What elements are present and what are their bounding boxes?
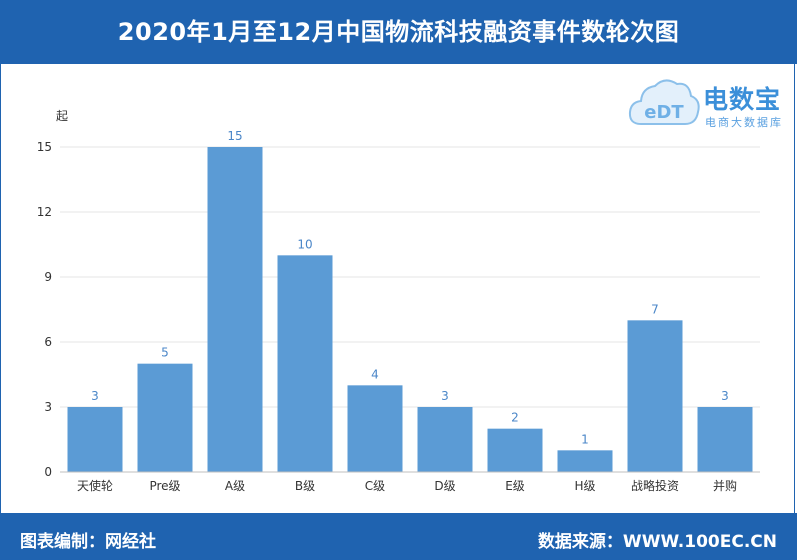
x-tick-label: 并购 <box>713 478 737 493</box>
data-label: 4 <box>371 367 379 381</box>
logo-mark: eDT <box>644 102 684 123</box>
footer-source-editor: 图表编制：网经社 <box>20 532 156 552</box>
data-label: 1 <box>581 432 589 446</box>
data-label: 3 <box>721 389 729 403</box>
data-label: 3 <box>91 389 99 403</box>
bar-B级 <box>277 255 333 472</box>
y-tick-label: 0 <box>44 465 52 479</box>
bar-C级 <box>347 385 403 472</box>
bar-A级 <box>207 147 263 472</box>
x-tick-label: B级 <box>295 479 315 493</box>
bar-天使轮 <box>67 407 123 472</box>
bar-战略投资 <box>627 320 683 472</box>
y-axis-ticks: 0 3 6 9 12 15 <box>37 140 52 479</box>
x-tick-label: A级 <box>225 479 245 493</box>
logo-subtext: 电商大数据库 <box>705 116 783 129</box>
y-tick-label: 12 <box>37 205 52 219</box>
data-label: 10 <box>297 237 312 251</box>
data-label: 2 <box>511 411 519 425</box>
y-tick-label: 9 <box>44 270 52 284</box>
y-axis-label: 起 <box>56 109 68 123</box>
x-tick-label: D级 <box>434 479 455 493</box>
data-label: 7 <box>651 302 659 316</box>
data-label: 3 <box>441 389 449 403</box>
x-tick-label: 天使轮 <box>77 478 113 493</box>
bar-D级 <box>417 407 473 472</box>
bar-Pre级 <box>137 363 193 472</box>
logo: eDT 电数宝 电商大数据库 <box>627 74 792 136</box>
bar-H级 <box>557 450 613 472</box>
x-tick-label: Pre级 <box>149 479 180 493</box>
data-label: 15 <box>227 129 242 143</box>
chart-title: 2020年1月至12月中国物流科技融资事件数轮次图 <box>0 0 797 64</box>
cloud-logo-icon: eDT <box>628 79 700 125</box>
y-tick-label: 3 <box>44 400 52 414</box>
bar-并购 <box>697 407 753 472</box>
x-tick-label: 战略投资 <box>631 478 679 493</box>
bar-E级 <box>487 428 543 472</box>
bars <box>67 147 753 472</box>
x-tick-label: H级 <box>574 479 595 493</box>
x-tick-label: C级 <box>365 479 385 493</box>
x-tick-label: E级 <box>505 479 525 493</box>
y-tick-label: 6 <box>44 335 52 349</box>
x-axis-categories: 天使轮 Pre级 A级 B级 C级 D级 E级 H级 战略投资 并购 <box>77 478 737 493</box>
y-tick-label: 15 <box>37 140 52 154</box>
footer-bar: 图表编制：网经社 数据来源：WWW.100EC.CN <box>0 513 797 560</box>
logo-text: 电数宝 <box>703 85 782 114</box>
data-label: 5 <box>161 346 169 360</box>
footer-data-source: 数据来源：WWW.100EC.CN <box>537 532 777 552</box>
data-labels: 3 5 15 10 4 3 2 1 7 3 <box>91 129 729 446</box>
